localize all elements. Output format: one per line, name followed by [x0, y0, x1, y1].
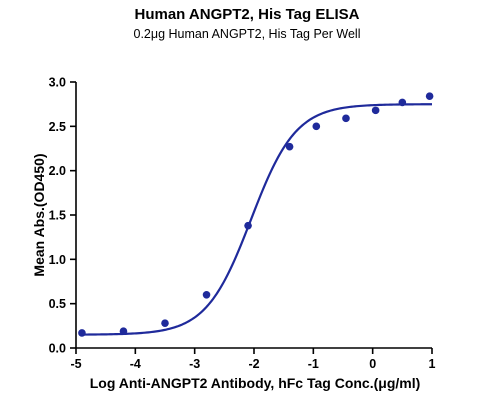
data-point [119, 327, 128, 335]
data-point [425, 92, 434, 100]
x-tick-label: 0 [369, 357, 376, 371]
x-tick-label: -3 [189, 357, 200, 371]
y-tick-label: 0.5 [49, 297, 66, 311]
data-point [244, 221, 252, 230]
x-axis-label: Log Anti-ANGPT2 Antibody, hFc Tag Conc.(… [90, 375, 421, 391]
x-tick-label: 1 [429, 357, 436, 371]
data-point [371, 106, 380, 115]
y-axis-label: Mean Abs.(OD450) [31, 153, 47, 276]
y-tick-label: 2.5 [49, 120, 66, 134]
x-tick-label: -2 [248, 357, 259, 371]
data-point [161, 319, 169, 327]
chart-title: Human ANGPT2, His Tag ELISA [134, 6, 359, 23]
data-points-layer [78, 92, 434, 337]
chart-subtitle: 0.2μg Human ANGPT2, His Tag Per Well [134, 27, 361, 41]
y-tick-label: 3.0 [49, 76, 66, 90]
y-tick-label: 0.0 [49, 342, 66, 356]
x-tick-label: -1 [308, 357, 319, 371]
data-point [342, 114, 350, 123]
fit-curve [81, 103, 432, 336]
data-point [202, 291, 211, 299]
data-point [285, 142, 294, 151]
data-point [312, 122, 321, 131]
data-point [398, 98, 407, 107]
data-point [78, 329, 86, 337]
axes: -5 -4 -3 -2 -1 0 1 0.0 0.5 1.0 1.5 2.0 2.5 3.0 [49, 76, 436, 372]
y-tick-label: 2.0 [49, 164, 66, 178]
fit-curve-layer [81, 103, 432, 336]
x-tick-label: -4 [130, 357, 141, 371]
y-tick-label: 1.5 [49, 209, 66, 223]
y-tick-label: 1.0 [49, 253, 66, 267]
x-tick-label: -5 [70, 357, 81, 371]
